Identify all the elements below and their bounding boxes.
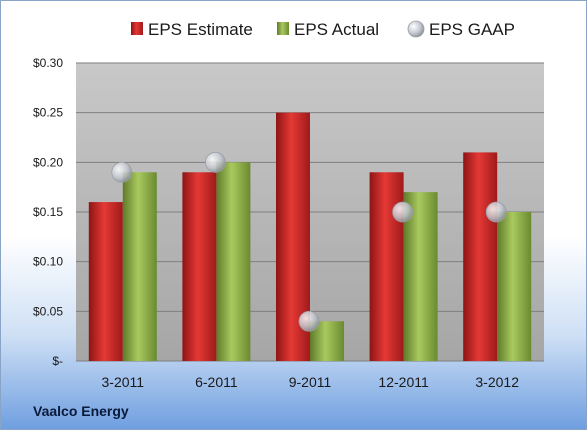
y-tick-label: $0.15 bbox=[33, 205, 63, 219]
x-category-label: 9-2011 bbox=[289, 374, 332, 390]
bar-eps-estimate bbox=[369, 172, 404, 361]
legend-swatch bbox=[407, 20, 425, 38]
legend: EPS Estimate EPS Actual EPS GAAP bbox=[131, 20, 515, 39]
bar-eps-actual bbox=[122, 172, 157, 361]
bar-eps-estimate bbox=[182, 172, 217, 361]
x-category-label: 3-2012 bbox=[475, 374, 519, 390]
y-tick-label: $0.30 bbox=[33, 56, 63, 70]
bars bbox=[88, 112, 532, 362]
y-tick-label: $0.25 bbox=[33, 106, 63, 120]
y-tick-label: $0.05 bbox=[33, 304, 63, 318]
x-category-label: 6-2011 bbox=[195, 374, 238, 390]
y-axis-ticks: $0.30 $0.25 $0.20 $0.15 $0.10 $0.05 $- bbox=[33, 56, 63, 368]
legend-label: EPS Actual bbox=[294, 20, 379, 39]
legend-label: EPS GAAP bbox=[429, 20, 515, 39]
x-category-label: 12-2011 bbox=[378, 374, 429, 390]
company-name: Vaalco Energy bbox=[33, 403, 129, 419]
y-tick-label: $0.20 bbox=[33, 155, 63, 169]
y-tick-label: $0.10 bbox=[33, 255, 63, 269]
marker-eps-gaap bbox=[204, 151, 226, 173]
x-category-label: 3-2011 bbox=[102, 374, 145, 390]
y-tick-label: $- bbox=[52, 354, 63, 368]
bar-eps-actual bbox=[403, 192, 438, 361]
marker-eps-gaap bbox=[111, 161, 133, 183]
bar-eps-actual bbox=[216, 162, 251, 361]
marker-eps-gaap bbox=[298, 310, 320, 332]
bar-eps-estimate bbox=[463, 152, 498, 361]
x-axis-categories: 3-2011 6-2011 9-2011 12-2011 3-2012 bbox=[102, 374, 520, 390]
legend-swatch bbox=[277, 22, 289, 35]
marker-eps-gaap bbox=[392, 201, 414, 223]
gaap-markers bbox=[111, 151, 507, 332]
bar-eps-estimate bbox=[88, 202, 123, 361]
legend-swatch bbox=[131, 22, 143, 35]
bar-eps-actual bbox=[497, 212, 532, 361]
legend-label: EPS Estimate bbox=[148, 20, 253, 39]
marker-eps-gaap bbox=[485, 201, 507, 223]
